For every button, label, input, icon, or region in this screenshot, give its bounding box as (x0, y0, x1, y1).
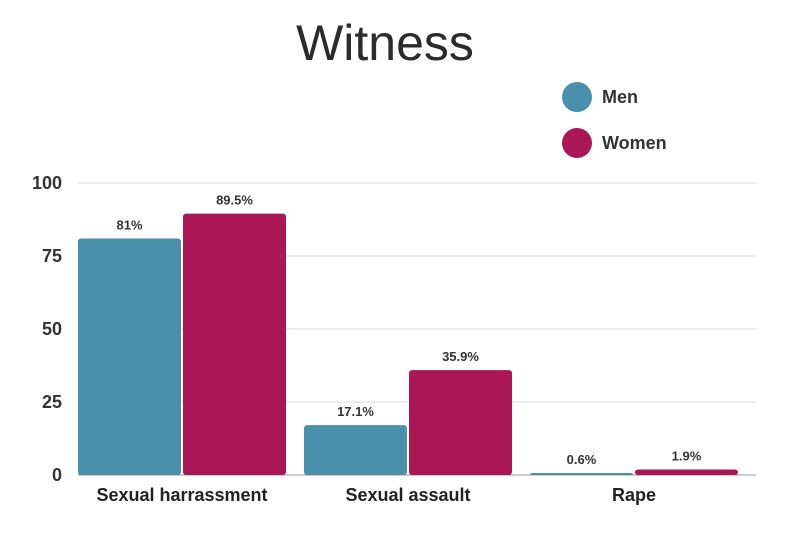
legend: Men Women (562, 74, 667, 166)
data-label: 35.9% (442, 349, 479, 364)
y-tick-label: 50 (42, 319, 62, 339)
chart-title: Witness (296, 15, 474, 71)
bar-women-2 (409, 370, 512, 475)
bar-men-2 (304, 425, 407, 475)
legend-swatch-women (562, 128, 592, 158)
y-tick-label: 100 (32, 173, 62, 193)
legend-item-men: Men (562, 74, 667, 120)
x-category-label: Sexual harrassment (96, 485, 267, 505)
data-label: 89.5% (216, 193, 253, 208)
legend-label-men: Men (602, 86, 638, 107)
x-category-label: Rape (612, 485, 656, 505)
bar-men-1 (78, 238, 181, 475)
y-tick-label: 0 (52, 465, 62, 485)
x-category-label: Sexual assault (345, 485, 470, 505)
y-tick-label: 25 (42, 392, 62, 412)
legend-swatch-men (562, 82, 592, 112)
data-label: 1.9% (672, 448, 702, 463)
data-label: 0.6% (567, 452, 597, 467)
bar-women-1 (183, 213, 286, 475)
data-label: 81% (116, 217, 142, 232)
legend-item-women: Women (562, 120, 667, 166)
y-tick-label: 75 (42, 246, 62, 266)
data-label: 17.1% (337, 404, 374, 419)
bar-women-3 (635, 469, 738, 475)
legend-label-women: Women (602, 132, 667, 153)
bar-men-3 (530, 473, 633, 475)
